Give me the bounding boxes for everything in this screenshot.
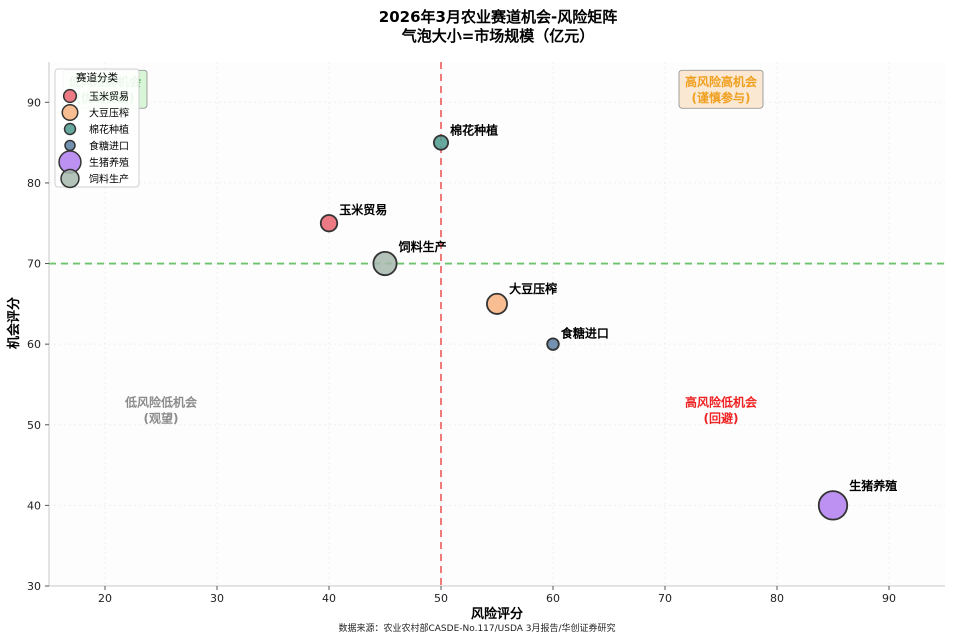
legend-marker xyxy=(62,88,78,104)
x-tick-label: 70 xyxy=(658,592,672,605)
x-tick-label: 50 xyxy=(434,592,448,605)
y-axis-title: 机会评分 xyxy=(6,297,22,349)
legend-label: 食糖进口 xyxy=(89,140,129,153)
legend-label: 生猪养殖 xyxy=(89,156,129,169)
x-tick-label: 60 xyxy=(546,592,560,605)
legend-label: 棉花种植 xyxy=(89,123,129,136)
quadrant-label-box xyxy=(678,69,764,109)
y-tick-label: 50 xyxy=(27,419,41,432)
x-tick-label: 80 xyxy=(770,592,784,605)
data-source-note: 数据来源：农业农村部CASDE-No.117/USDA 3月报告/华创证券研究 xyxy=(338,622,615,634)
legend-marker xyxy=(63,122,77,136)
y-tick-label: 60 xyxy=(27,338,41,351)
x-tick-label: 40 xyxy=(322,592,336,605)
y-tick-label: 70 xyxy=(27,258,41,271)
legend-marker xyxy=(60,168,80,189)
bubble-label: 饲料生产 xyxy=(398,239,447,254)
y-tick-label: 40 xyxy=(27,499,41,512)
legend-title: 赛道分类 xyxy=(76,71,118,84)
bubble-label: 大豆压榨 xyxy=(509,281,557,296)
bubble-label: 生猪养殖 xyxy=(849,478,897,493)
bubble-point xyxy=(319,214,339,233)
chart-subtitle: 气泡大小=市场规模（亿元） xyxy=(401,27,595,45)
bubble-label: 食糖进口 xyxy=(560,325,609,340)
x-tick-label: 30 xyxy=(210,592,224,605)
legend-label: 饲料生产 xyxy=(89,173,129,186)
legend-label: 玉米贸易 xyxy=(89,90,129,103)
quadrant-label: 高风险高机会 xyxy=(685,74,758,89)
quadrant-label: 高风险低机会 xyxy=(685,394,758,409)
bubble-point xyxy=(817,490,849,521)
legend-marker xyxy=(64,139,76,152)
bubble-point xyxy=(486,292,508,315)
x-axis-title: 风险评分 xyxy=(471,606,523,622)
x-tick-label: 90 xyxy=(882,592,896,605)
y-tick-label: 30 xyxy=(27,580,41,593)
x-tick-label: 20 xyxy=(98,592,112,605)
quadrant-label: (谨慎参与) xyxy=(692,90,751,105)
plot-background xyxy=(49,62,945,586)
bubble-point xyxy=(372,251,398,277)
quadrant-label: (回避) xyxy=(704,410,739,425)
legend-marker xyxy=(61,104,79,121)
bubble-label: 玉米贸易 xyxy=(339,202,387,217)
bubble-label: 棉花种植 xyxy=(450,122,498,137)
legend-label: 大豆压榨 xyxy=(89,107,129,120)
y-tick-label: 90 xyxy=(27,96,41,109)
quadrant-label: (观望) xyxy=(144,410,179,425)
bubble-point xyxy=(546,337,560,351)
chart-title: 2026年3月农业赛道机会-风险矩阵 xyxy=(379,8,617,26)
quadrant-label: 低风险低机会 xyxy=(124,394,198,409)
y-tick-label: 80 xyxy=(27,177,41,190)
bubble-point xyxy=(432,134,450,151)
